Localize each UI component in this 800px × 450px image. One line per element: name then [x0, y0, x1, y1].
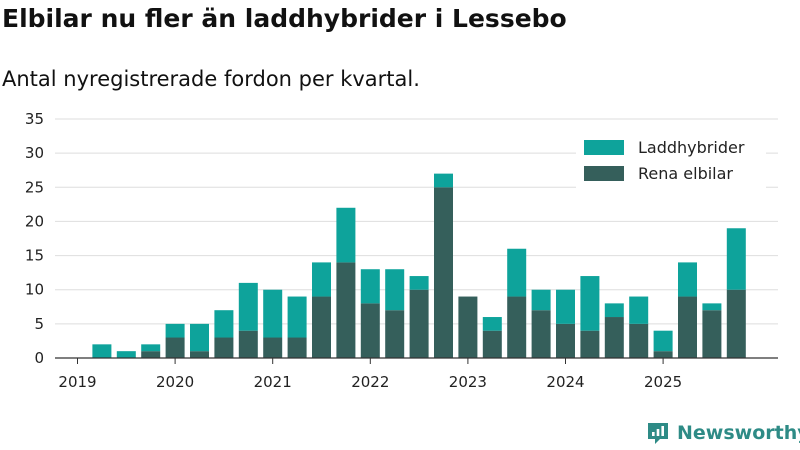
- bar-laddhybrider: [214, 310, 234, 338]
- bar-laddhybrider: [507, 248, 527, 297]
- bar-rena-elbilar: [360, 303, 380, 358]
- bar-laddhybrider: [409, 276, 429, 290]
- bar-laddhybrider: [263, 289, 283, 338]
- chart-title: Elbilar nu fler än laddhybrider i Lesseb…: [2, 4, 567, 33]
- bar-rena-elbilar: [531, 310, 551, 358]
- bar-laddhybrider: [482, 317, 502, 331]
- y-tick-label: 15: [25, 247, 44, 265]
- bar-rena-elbilar: [434, 187, 453, 358]
- bar-rena-elbilar: [263, 337, 283, 358]
- y-tick-label: 35: [25, 110, 44, 128]
- x-tick-label: 2025: [644, 373, 682, 391]
- legend-swatch: [584, 140, 624, 155]
- bar-rena-elbilar: [556, 323, 575, 358]
- bar-rena-elbilar: [190, 351, 209, 358]
- bar-laddhybrider: [312, 262, 331, 297]
- bar-rena-elbilar: [409, 289, 429, 358]
- bar-laddhybrider: [385, 269, 405, 311]
- legend-swatch: [584, 166, 624, 181]
- bar-laddhybrider: [92, 344, 112, 358]
- bar-rena-elbilar: [702, 310, 722, 358]
- bar-laddhybrider: [702, 303, 722, 311]
- bar-laddhybrider: [336, 207, 356, 263]
- bar-rena-elbilar: [287, 337, 307, 358]
- bar-laddhybrider: [604, 303, 624, 318]
- y-tick-label: 25: [25, 178, 44, 196]
- bar-rena-elbilar: [336, 262, 356, 358]
- brand-logo: Newsworthy: [645, 420, 800, 446]
- bar-laddhybrider: [629, 296, 649, 324]
- bar-rena-elbilar: [653, 351, 673, 358]
- newsworthy-logo-icon: [648, 423, 668, 444]
- legend-label: Rena elbilar: [638, 164, 733, 183]
- bar-rena-elbilar: [580, 330, 600, 358]
- bar-rena-elbilar: [678, 296, 697, 358]
- bar-rena-elbilar: [482, 330, 502, 358]
- bar-laddhybrider: [434, 173, 453, 188]
- bar-rena-elbilar: [726, 289, 746, 358]
- bar-laddhybrider: [238, 282, 258, 331]
- bar-rena-elbilar: [385, 310, 405, 358]
- bar-laddhybrider: [116, 351, 136, 358]
- chart-subtitle: Antal nyregistrerade fordon per kvartal.: [2, 67, 420, 91]
- bar-laddhybrider: [531, 289, 551, 311]
- bar-rena-elbilar: [238, 330, 258, 358]
- y-tick-label: 20: [25, 212, 44, 230]
- bar-laddhybrider: [165, 323, 185, 338]
- y-tick-label: 30: [25, 144, 44, 162]
- x-tick-label: 2024: [546, 373, 584, 391]
- y-tick-label: 0: [34, 349, 44, 367]
- bar-laddhybrider: [556, 289, 575, 324]
- x-tick-label: 2022: [351, 373, 389, 391]
- bar-rena-elbilar: [214, 337, 234, 358]
- bar-laddhybrider: [141, 344, 161, 352]
- y-tick-label: 10: [25, 281, 44, 299]
- bar-rena-elbilar: [141, 351, 161, 358]
- x-tick-label: 2021: [254, 373, 292, 391]
- bar-laddhybrider: [580, 276, 600, 331]
- bar-laddhybrider: [360, 269, 380, 304]
- bar-rena-elbilar: [629, 323, 649, 358]
- bar-laddhybrider: [287, 296, 307, 338]
- bar-rena-elbilar: [507, 296, 527, 358]
- y-tick-label: 5: [34, 315, 44, 333]
- legend-label: Laddhybrider: [638, 138, 745, 157]
- x-tick-label: 2020: [156, 373, 194, 391]
- bar-rena-elbilar: [458, 296, 478, 358]
- bar-rena-elbilar: [312, 296, 331, 358]
- bar-laddhybrider: [190, 323, 209, 352]
- bar-laddhybrider: [653, 330, 673, 352]
- brand-name: Newsworthy: [677, 422, 800, 444]
- x-tick-label: 2023: [449, 373, 487, 391]
- bar-rena-elbilar: [165, 337, 185, 358]
- bar-rena-elbilar: [604, 317, 624, 358]
- bar-laddhybrider: [678, 262, 697, 297]
- bar-laddhybrider: [726, 228, 746, 290]
- x-tick-label: 2019: [58, 373, 96, 391]
